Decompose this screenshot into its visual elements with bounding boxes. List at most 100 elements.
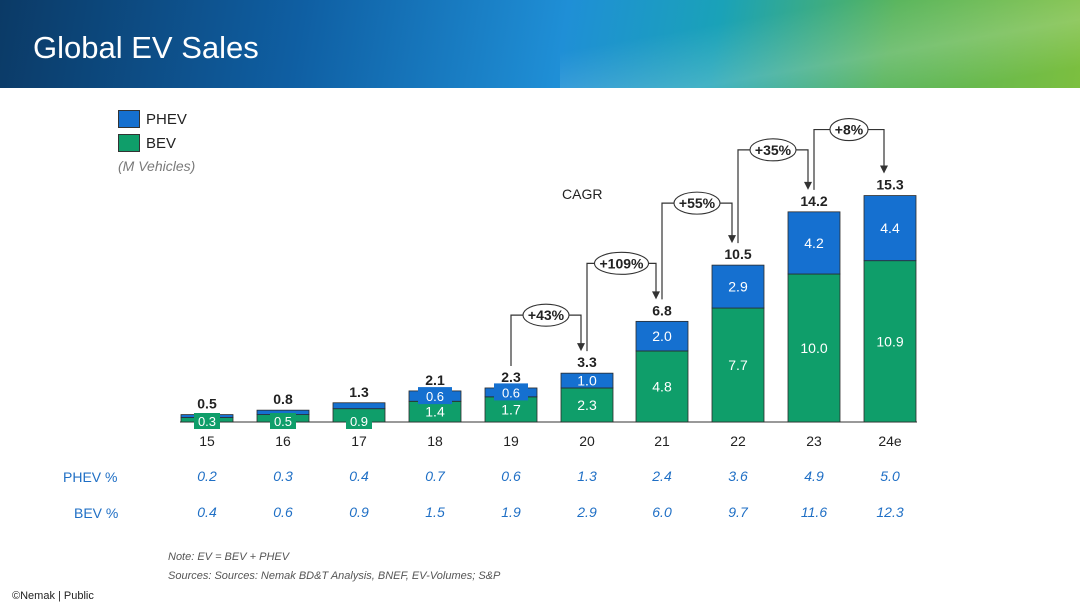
bar-phev: [635, 320, 689, 352]
phev-value-label: 2.0: [652, 328, 672, 344]
phev-value-label: 4.4: [880, 220, 900, 236]
bev-percent-value: 2.9: [576, 504, 597, 520]
bev-percent-value: 0.9: [349, 504, 369, 520]
x-tick-label: 23: [806, 433, 822, 449]
x-tick-label: 18: [427, 433, 443, 449]
phev-percent-value: 0.2: [197, 468, 217, 484]
legend-swatch-phev: [118, 110, 140, 128]
growth-label: +55%: [679, 195, 716, 211]
bar-phev: [332, 402, 386, 410]
bar-phev: [787, 211, 841, 275]
phev-percent-value: 4.9: [804, 468, 824, 484]
growth-bubble: [593, 251, 650, 275]
bar-total-label: 14.2: [800, 193, 827, 209]
bar-phev: [560, 372, 614, 389]
bar-phev: [863, 195, 917, 262]
bar-bev: [863, 260, 917, 423]
table-row-label-phev: PHEV %: [63, 469, 118, 485]
growth-arrowhead: [652, 291, 660, 300]
cagr-label: CAGR: [562, 186, 603, 202]
chart-legend: PHEV BEV: [118, 108, 187, 156]
growth-arrowhead: [880, 165, 888, 174]
bev-value-label: 1.7: [501, 401, 521, 417]
header-banner: Global EV Sales: [0, 0, 1080, 88]
bar-phev: [711, 264, 765, 309]
page-title: Global EV Sales: [33, 30, 259, 65]
phev-percent-value: 0.3: [273, 468, 293, 484]
phev-percent-value: 3.6: [728, 468, 748, 484]
phev-percent-value: 1.3: [577, 468, 597, 484]
bar-total-label: 6.8: [652, 302, 672, 318]
x-tick-label: 16: [275, 433, 291, 449]
growth-bubble: [829, 118, 869, 142]
legend-label-bev: BEV: [146, 134, 177, 152]
bar-total-label: 2.1: [425, 372, 445, 388]
bev-percent-value: 9.7: [728, 504, 749, 520]
bar-total-label: 10.5: [724, 246, 751, 262]
bev-value-label: 2.3: [577, 397, 597, 413]
x-tick-label: 20: [579, 433, 595, 449]
bev-label-pill: [194, 413, 220, 429]
x-tick-label: 19: [503, 433, 519, 449]
bev-value-label: 0.3: [198, 414, 216, 429]
bar-total-label: 0.8: [273, 391, 293, 407]
bev-label-pill: [270, 413, 296, 429]
unit-label: (M Vehicles): [118, 158, 196, 174]
bar-total-label: 1.3: [349, 384, 369, 400]
x-tick-label: 24e: [878, 433, 902, 449]
growth-bubble: [749, 138, 797, 162]
phev-label-pill: [494, 383, 528, 401]
growth-arrowhead: [577, 343, 585, 352]
x-tick-label: 22: [730, 433, 746, 449]
bar-total-label: 0.5: [197, 396, 217, 412]
bar-bev: [560, 387, 614, 423]
growth-bubble: [673, 191, 721, 215]
phev-percent-value: 0.6: [501, 468, 521, 484]
bev-value-label: 7.7: [728, 357, 748, 373]
legend-swatch-bev: [118, 134, 140, 152]
bar-total-label: 3.3: [577, 354, 597, 370]
phev-value-label: 2.9: [728, 279, 748, 295]
growth-label: +8%: [835, 122, 864, 138]
bev-percent-value: 1.5: [425, 504, 445, 520]
x-tick-label: 15: [199, 433, 215, 449]
phev-percent-value: 0.4: [349, 468, 369, 484]
bev-value-label: 0.9: [350, 414, 368, 429]
phev-label-pill: [418, 387, 452, 405]
bar-bev: [484, 396, 538, 423]
bev-label-pill: [346, 413, 372, 429]
table-row-label-bev: BEV %: [74, 505, 119, 521]
bev-value-label: 1.4: [425, 404, 445, 420]
bev-value-label: 10.0: [800, 340, 827, 356]
footer-text: ©Nemak | Public: [12, 590, 94, 602]
header-sheen: [560, 0, 1080, 88]
phev-percent-value: 0.7: [425, 468, 446, 484]
bar-total-label: 15.3: [876, 177, 903, 193]
phev-value-label: 0.6: [426, 389, 444, 404]
legend-item-bev: BEV: [118, 132, 187, 154]
phev-value-label: 1.0: [577, 373, 597, 389]
x-tick-label: 21: [654, 433, 670, 449]
phev-percent-value: 2.4: [651, 468, 672, 484]
legend-label-phev: PHEV: [146, 110, 187, 128]
phev-value-label: 4.2: [804, 235, 824, 251]
growth-label: +35%: [755, 142, 792, 158]
bev-value-label: 10.9: [876, 333, 903, 349]
growth-bubble: [522, 303, 570, 327]
phev-percent-value: 5.0: [880, 468, 900, 484]
x-tick-label: 17: [351, 433, 367, 449]
bar-bev: [787, 273, 841, 423]
growth-label: +43%: [528, 307, 565, 323]
legend-item-phev: PHEV: [118, 108, 187, 130]
bar-bev: [635, 350, 689, 423]
bev-percent-value: 0.4: [197, 504, 217, 520]
bar-total-label: 2.3: [501, 369, 521, 385]
bev-percent-value: 12.3: [876, 504, 903, 520]
sources-text: Sources: Sources: Nemak BD&T Analysis, B…: [168, 570, 501, 582]
bev-value-label: 0.5: [274, 414, 292, 429]
bev-percent-value: 1.9: [501, 504, 521, 520]
growth-arrowhead: [804, 181, 812, 190]
bev-percent-value: 0.6: [273, 504, 293, 520]
phev-value-label: 0.6: [502, 385, 520, 400]
